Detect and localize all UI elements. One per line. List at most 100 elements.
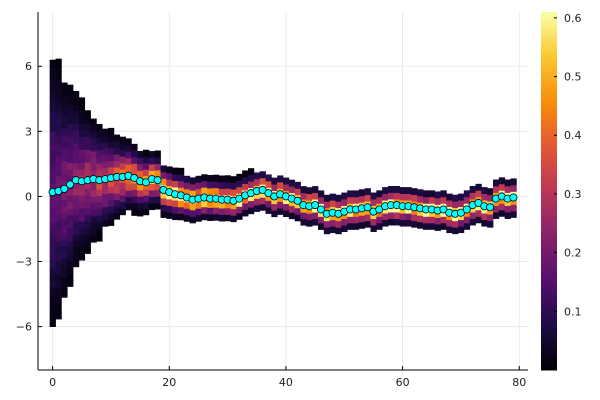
heatmap-cell — [55, 214, 62, 222]
heatmap-cell — [119, 156, 126, 164]
heatmap-cell — [102, 206, 109, 214]
heatmap-cell — [55, 123, 62, 131]
heatmap-cell — [393, 192, 401, 200]
heatmap-cell — [102, 180, 109, 188]
heatmap-cell — [78, 116, 86, 124]
colorbar-segment — [541, 83, 557, 88]
colorbar-segment — [541, 346, 557, 350]
heatmap-cell — [90, 138, 97, 145]
heatmap-cell — [242, 203, 249, 210]
heatmap-cell — [201, 180, 208, 188]
heatmap-cell — [183, 201, 191, 209]
heatmap-cell — [113, 134, 121, 142]
heatmap-cell — [84, 214, 91, 222]
heatmap-cell — [294, 201, 301, 209]
colorbar-segment — [541, 47, 557, 52]
heatmap-cell — [55, 84, 62, 92]
heatmap-cell — [49, 144, 56, 152]
heatmap-cell — [137, 150, 144, 158]
colorbar-segment — [541, 107, 557, 111]
heatmap-cell — [67, 162, 74, 170]
heatmap-cell — [329, 226, 336, 234]
heatmap-cell — [224, 207, 231, 215]
x-tick-label: 20 — [162, 376, 176, 389]
heatmap-cell — [160, 191, 167, 199]
heatmap-cell — [67, 266, 74, 274]
heatmap-cell — [90, 216, 97, 224]
heatmap-cell — [312, 218, 319, 226]
heatmap-cell — [113, 167, 121, 175]
heatmap-cell — [55, 266, 62, 274]
heatmap-cell — [61, 193, 68, 201]
heatmap-cell — [67, 97, 74, 105]
heatmap-cell — [67, 240, 74, 248]
heatmap-cell — [463, 216, 471, 224]
heatmap-cell — [73, 260, 80, 268]
heatmap-cell — [388, 218, 395, 226]
heatmap-cell — [271, 184, 278, 192]
colorbar-segment — [541, 35, 557, 40]
x-tick-label: 40 — [279, 376, 293, 389]
colorbar-segment — [541, 235, 557, 240]
heatmap-cell — [61, 128, 68, 135]
heatmap-cell — [318, 216, 325, 224]
heatmap-cell — [504, 179, 511, 187]
heatmap-cell — [102, 200, 109, 208]
heatmap-cell — [73, 123, 80, 131]
heatmap-cell — [166, 172, 173, 180]
heatmap-cell — [277, 207, 284, 215]
colorbar: 0.1 0.2 0.3 0.4 0.5 0.6 — [541, 12, 582, 371]
heatmap-cell — [73, 201, 80, 209]
heatmap-cell — [166, 198, 173, 206]
heatmap-cell — [195, 208, 202, 216]
heatmap-cell — [49, 72, 56, 80]
mean-point — [509, 193, 518, 202]
colorbar-tick-label: 0.4 — [564, 129, 582, 142]
heatmap-cell — [493, 205, 500, 213]
heatmap-cell — [67, 227, 74, 235]
heatmap-cell — [61, 147, 68, 155]
heatmap-cell — [248, 174, 255, 182]
heatmap-cell — [96, 228, 103, 236]
heatmap-cell — [119, 149, 126, 157]
heatmap-cell — [143, 149, 150, 157]
heatmap-cell — [294, 207, 301, 215]
heatmap-cell — [446, 193, 453, 201]
heatmap-cell — [78, 240, 86, 248]
heatmap-cell — [113, 147, 121, 155]
heatmap-cell — [434, 197, 441, 205]
heatmap-cell — [428, 216, 436, 224]
heatmap-cell — [102, 213, 109, 221]
colorbar-segment — [541, 134, 557, 138]
heatmap-cell — [137, 209, 144, 217]
heatmap-cell — [61, 264, 68, 272]
colorbar-segment — [541, 253, 557, 258]
heatmap-cell — [113, 193, 121, 201]
colorbar-segment — [541, 98, 557, 102]
heatmap-cell — [137, 189, 144, 197]
heatmap-cell — [189, 209, 196, 217]
heatmap-cell — [49, 209, 56, 217]
heatmap-cell — [61, 290, 68, 298]
heatmap-cell — [55, 240, 62, 248]
colorbar-segment — [541, 170, 557, 174]
colorbar-segment — [541, 113, 557, 117]
heatmap-cell — [399, 193, 406, 201]
heatmap-cell — [172, 206, 179, 214]
colorbar-segment — [541, 205, 557, 210]
heatmap-cell — [323, 194, 331, 202]
colorbar-segment — [541, 59, 557, 64]
colorbar-segment — [541, 146, 557, 150]
heatmap-cell — [224, 201, 231, 209]
heatmap-cell — [125, 151, 132, 159]
heatmap-cell — [113, 180, 121, 188]
heatmap-cell — [55, 182, 62, 190]
heatmap-cell — [236, 212, 243, 220]
colorbar-segment — [541, 313, 557, 317]
heatmap-cell — [160, 210, 167, 218]
x-tick-label: 80 — [512, 376, 526, 389]
heatmap-cell — [148, 170, 156, 178]
heatmap-cell — [49, 313, 56, 321]
heatmap-cell — [125, 190, 132, 198]
heatmap-cell — [55, 58, 62, 66]
